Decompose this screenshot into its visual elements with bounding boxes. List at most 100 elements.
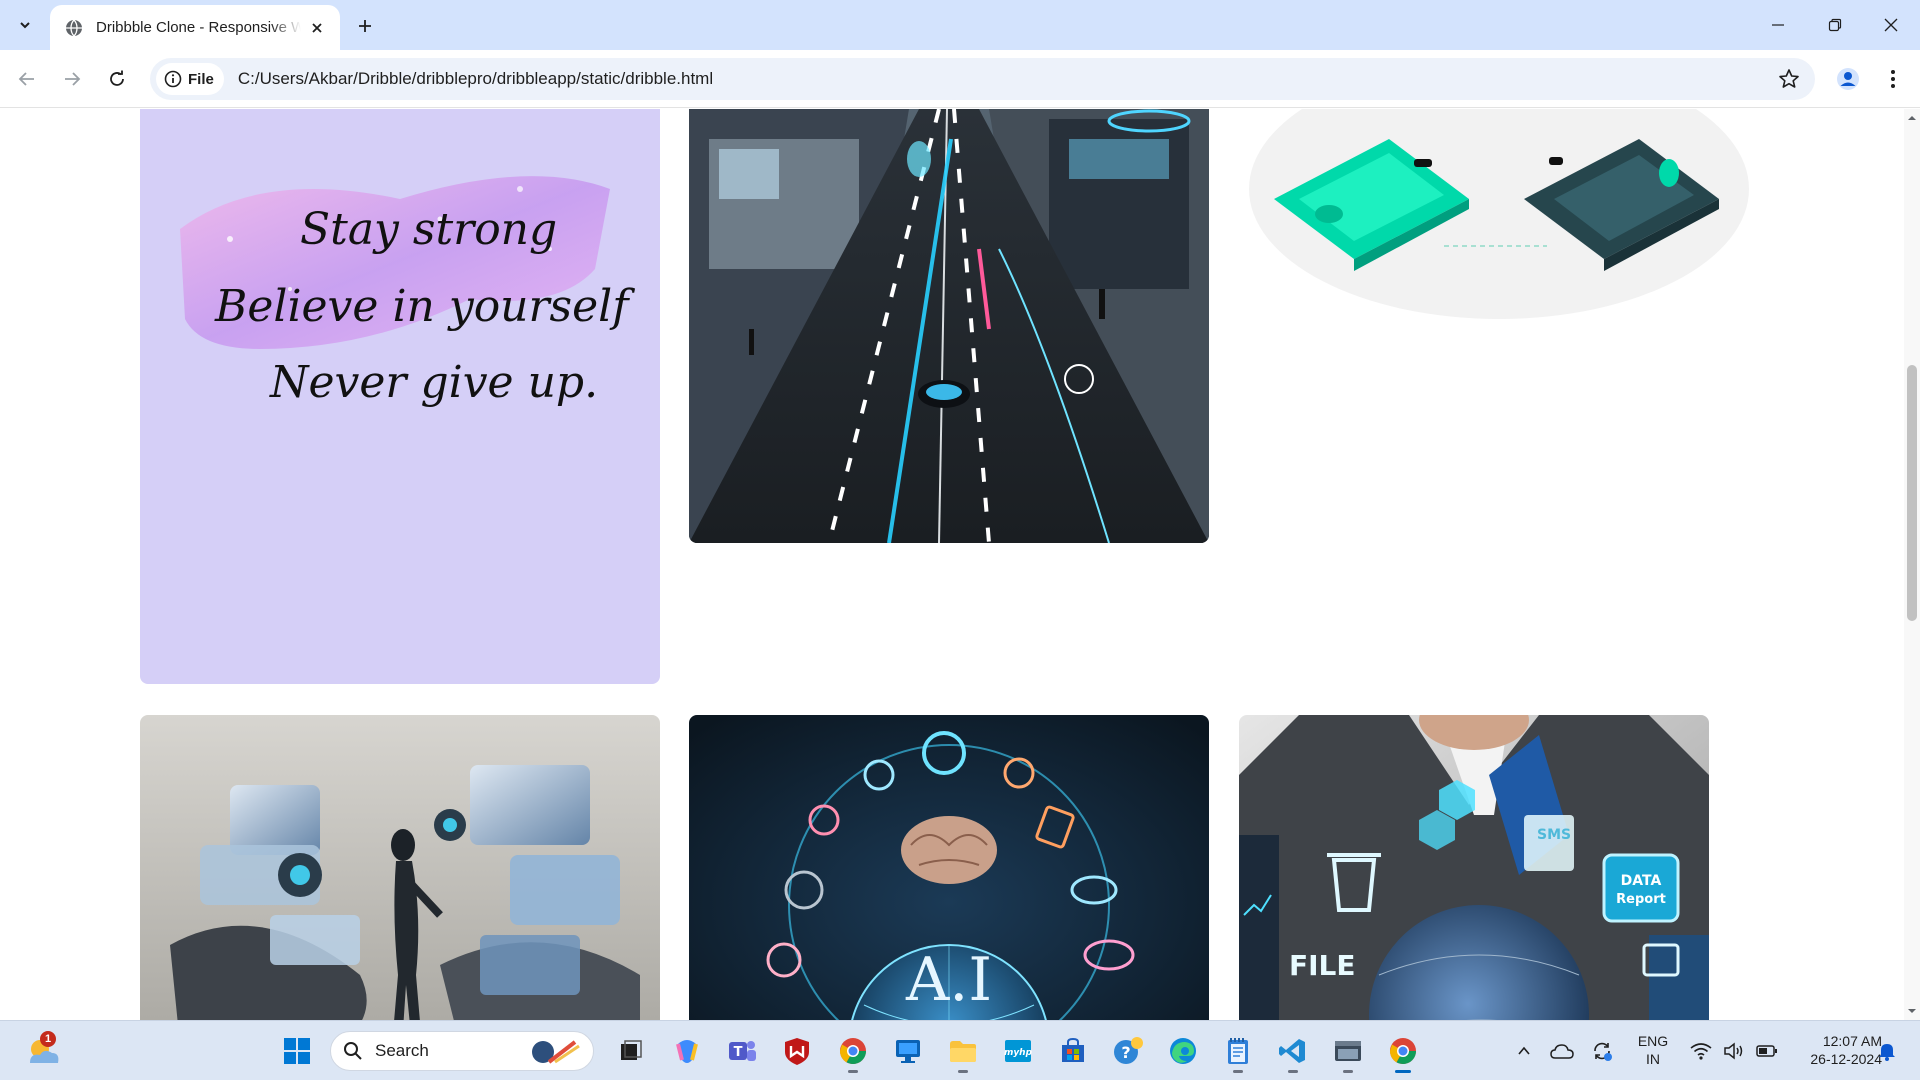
close-tab-icon[interactable]: [307, 17, 329, 39]
scroll-down-arrow-icon[interactable]: [1907, 1006, 1917, 1016]
minimize-icon: [1772, 24, 1784, 26]
tab-strip: Dribbble Clone - Responsive W: [0, 0, 1920, 50]
file-explorer-app[interactable]: [943, 1031, 983, 1073]
active-indicator: [1395, 1070, 1411, 1073]
svg-text:myhp: myhp: [1004, 1048, 1033, 1058]
more-vert-icon: [1891, 70, 1895, 88]
taskbar-search-box[interactable]: Search: [330, 1031, 594, 1071]
chevron-down-icon: [20, 22, 30, 29]
vscode-app[interactable]: [1273, 1031, 1313, 1073]
running-indicator: [958, 1070, 968, 1073]
copilot-icon: [676, 1040, 698, 1063]
start-button[interactable]: [277, 1031, 317, 1071]
scheme-label: File: [188, 70, 214, 88]
arrow-left-icon: [18, 72, 34, 86]
bookmark-star-icon[interactable]: [1777, 67, 1801, 91]
file-label: FILE: [1289, 949, 1356, 982]
chrome-app[interactable]: [833, 1031, 873, 1073]
site-info-chip[interactable]: File: [156, 63, 224, 95]
ai-brain-card[interactable]: A.I: [689, 715, 1209, 1020]
futuristic-city-card[interactable]: [689, 109, 1209, 543]
folder-icon: [950, 1041, 976, 1062]
remote-desktop-app[interactable]: [888, 1031, 928, 1071]
sync-icon: [1594, 1042, 1612, 1061]
edge-icon: [1170, 1038, 1196, 1064]
weather-widget[interactable]: 1: [22, 1031, 64, 1071]
quote-line-1: Stay strong: [300, 204, 557, 255]
svg-text:?: ?: [1121, 1043, 1130, 1062]
get-help-app[interactable]: ?: [1108, 1031, 1148, 1071]
report-label: Report: [1616, 892, 1666, 907]
running-indicator: [1233, 1070, 1243, 1073]
clock[interactable]: 12:07 AM 26-12-2024: [1776, 1032, 1882, 1068]
address-bar[interactable]: File C:/Users/Akbar/Dribble/dribblepro/d…: [150, 58, 1815, 100]
close-icon: [1884, 18, 1898, 32]
language-code: ENG: [1637, 1033, 1669, 1049]
cloud-icon: [1550, 1044, 1574, 1059]
close-window-button[interactable]: [1862, 0, 1920, 50]
info-icon: [164, 70, 182, 88]
sync-tray[interactable]: [1588, 1031, 1616, 1071]
data-tech-card[interactable]: SMS DATA Report FILE: [1239, 715, 1709, 1020]
battery-icon: [1756, 1045, 1778, 1057]
ai-globe-text: A.I: [905, 945, 992, 1015]
teams-icon: T: [729, 1041, 756, 1061]
running-indicator: [1288, 1070, 1298, 1073]
windows-taskbar: 1 Search T myhp ?: [0, 1020, 1920, 1080]
terminal-app[interactable]: [1328, 1031, 1368, 1073]
forward-button[interactable]: [55, 62, 89, 96]
new-tab-button[interactable]: [350, 11, 380, 41]
notification-badge: 1: [40, 1031, 56, 1047]
chevron-up-icon: [1518, 1046, 1530, 1055]
mcafee-app[interactable]: [777, 1031, 817, 1071]
language-indicator[interactable]: ENG IN: [1630, 1032, 1676, 1068]
myhp-app[interactable]: myhp: [998, 1031, 1038, 1071]
quote-line-2: Believe in yourself: [214, 281, 635, 332]
notifications-button[interactable]: [1872, 1031, 1902, 1071]
notepad-icon: [1228, 1038, 1248, 1064]
onedrive-tray[interactable]: [1548, 1031, 1576, 1071]
tab-search-button[interactable]: [8, 9, 42, 41]
page-scrollbar[interactable]: [1904, 109, 1920, 1020]
profile-button[interactable]: [1831, 62, 1865, 96]
scroll-thumb[interactable]: [1907, 365, 1917, 621]
tab-title: Dribbble Clone - Responsive W: [96, 19, 301, 36]
region-code: IN: [1646, 1051, 1660, 1067]
clock-time: 12:07 AM: [1822, 1033, 1882, 1049]
page-viewport: Stay strong Believe in yourself Never gi…: [0, 109, 1920, 1020]
scroll-up-arrow-icon[interactable]: [1907, 113, 1917, 123]
store-icon: [1062, 1037, 1084, 1062]
bell-icon: [1879, 1044, 1895, 1061]
quote-card[interactable]: Stay strong Believe in yourself Never gi…: [140, 109, 660, 684]
microsoft-store-app[interactable]: [1053, 1031, 1093, 1071]
task-view-icon: [621, 1040, 642, 1060]
quick-settings[interactable]: [1684, 1031, 1784, 1071]
restore-button[interactable]: [1806, 0, 1864, 50]
chrome-active-app[interactable]: [1383, 1031, 1423, 1073]
reload-button[interactable]: [100, 62, 134, 96]
teams-app[interactable]: T: [722, 1031, 762, 1071]
quote-line-3: Never give up.: [269, 357, 598, 408]
browser-menu-button[interactable]: [1876, 62, 1910, 96]
active-tab[interactable]: Dribbble Clone - Responsive W: [50, 5, 340, 50]
futuristic-road-image: [689, 109, 1209, 543]
help-icon: ?: [1114, 1037, 1143, 1064]
wifi-icon: [1690, 1043, 1712, 1060]
chrome-icon: [839, 1038, 867, 1065]
laptops-illustration-card[interactable]: [1239, 109, 1759, 329]
show-hidden-icons-button[interactable]: [1512, 1031, 1536, 1071]
task-view-button[interactable]: [611, 1031, 651, 1071]
back-button[interactable]: [10, 62, 44, 96]
url-text[interactable]: C:/Users/Akbar/Dribble/dribblepro/dribbl…: [237, 69, 714, 88]
globe-icon: [66, 19, 82, 36]
hologram-screens-card[interactable]: [140, 715, 660, 1020]
avatar-icon: [1837, 68, 1859, 90]
edge-app[interactable]: [1163, 1031, 1203, 1071]
data-tech-image: SMS DATA Report FILE: [1239, 715, 1709, 1020]
hologram-screens-image: [140, 715, 660, 1020]
notepad-app[interactable]: [1218, 1031, 1258, 1073]
search-label: Search: [375, 1041, 429, 1060]
minimize-button[interactable]: [1749, 0, 1807, 50]
copilot-app[interactable]: [667, 1031, 707, 1071]
arrow-right-icon: [65, 72, 81, 86]
